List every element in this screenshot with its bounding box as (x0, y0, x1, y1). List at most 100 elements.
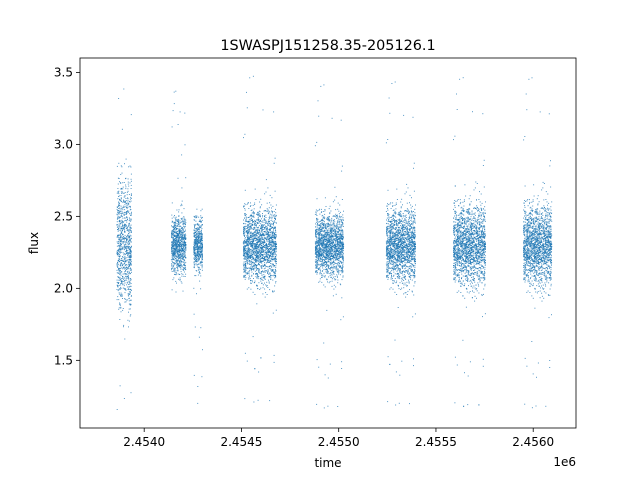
data-point (197, 250, 198, 252)
data-point (200, 210, 202, 212)
data-point (178, 222, 180, 224)
data-point (119, 253, 120, 255)
data-point (130, 392, 132, 394)
data-point (257, 219, 258, 221)
data-point (184, 267, 186, 268)
data-point (267, 209, 269, 211)
data-point (319, 267, 320, 269)
data-point (264, 231, 265, 233)
data-point (119, 385, 121, 387)
data-point (124, 236, 126, 238)
data-point (265, 238, 267, 240)
data-point (123, 228, 125, 230)
data-point (251, 266, 253, 267)
data-point (270, 262, 271, 264)
data-point (244, 215, 246, 217)
data-point (173, 227, 175, 228)
data-point (129, 241, 131, 243)
data-point (243, 253, 245, 255)
data-point (196, 234, 198, 236)
data-point (335, 234, 337, 236)
data-point (330, 268, 331, 270)
data-point (268, 267, 270, 269)
data-point (129, 261, 131, 263)
data-point (274, 218, 276, 220)
data-point (247, 230, 249, 232)
data-point (127, 199, 129, 201)
data-point (179, 226, 181, 227)
data-point (177, 220, 179, 222)
data-point (248, 255, 250, 257)
data-point (128, 229, 130, 231)
data-point (195, 224, 197, 226)
data-point (249, 254, 251, 256)
data-point (176, 236, 178, 238)
data-point (275, 230, 277, 232)
data-point (195, 260, 197, 262)
data-point (270, 255, 272, 257)
data-point (315, 267, 317, 269)
data-point (122, 248, 124, 250)
data-point (271, 211, 273, 213)
data-point (200, 232, 202, 233)
data-point (128, 286, 130, 288)
data-point (122, 188, 124, 190)
data-point (200, 225, 202, 227)
data-point (180, 250, 182, 252)
data-point (261, 249, 263, 251)
data-point (172, 237, 174, 239)
data-point (255, 234, 257, 236)
data-point (264, 239, 265, 241)
data-point (275, 270, 277, 272)
data-point (330, 263, 332, 265)
data-point (337, 222, 339, 223)
data-point (273, 246, 275, 248)
data-point (125, 268, 127, 270)
data-point (243, 251, 244, 253)
data-point (129, 225, 131, 227)
data-point (341, 170, 343, 172)
data-point (254, 282, 256, 283)
data-point (201, 238, 202, 240)
data-point (258, 219, 260, 221)
data-point (269, 238, 271, 239)
data-point (332, 253, 334, 254)
data-point (262, 270, 264, 272)
data-point (117, 234, 119, 236)
data-point (263, 274, 265, 276)
data-point (124, 248, 126, 250)
data-point (247, 263, 249, 265)
data-point (243, 275, 245, 277)
data-point (130, 235, 132, 237)
data-point (270, 248, 272, 250)
data-point (257, 257, 259, 259)
data-point (126, 216, 128, 218)
data-point (258, 239, 260, 241)
data-point (260, 198, 262, 200)
data-point (253, 216, 255, 218)
data-point (247, 249, 249, 251)
data-point (199, 242, 201, 244)
data-point (329, 226, 331, 228)
data-point (119, 237, 121, 239)
data-point (117, 253, 119, 255)
data-point (341, 368, 343, 369)
data-point (184, 253, 186, 255)
data-point (171, 247, 172, 248)
data-point (195, 237, 197, 239)
data-point (195, 258, 197, 260)
data-point (180, 254, 182, 256)
data-point (118, 250, 120, 252)
data-point (118, 260, 120, 262)
data-point (120, 274, 122, 276)
data-point (125, 207, 127, 208)
data-point (258, 214, 260, 216)
data-point (185, 237, 187, 239)
data-point (193, 261, 195, 263)
data-point (254, 226, 256, 228)
data-point (196, 245, 198, 246)
data-point (266, 232, 268, 234)
data-point (246, 257, 248, 259)
data-point (195, 263, 197, 265)
data-point (316, 215, 318, 216)
